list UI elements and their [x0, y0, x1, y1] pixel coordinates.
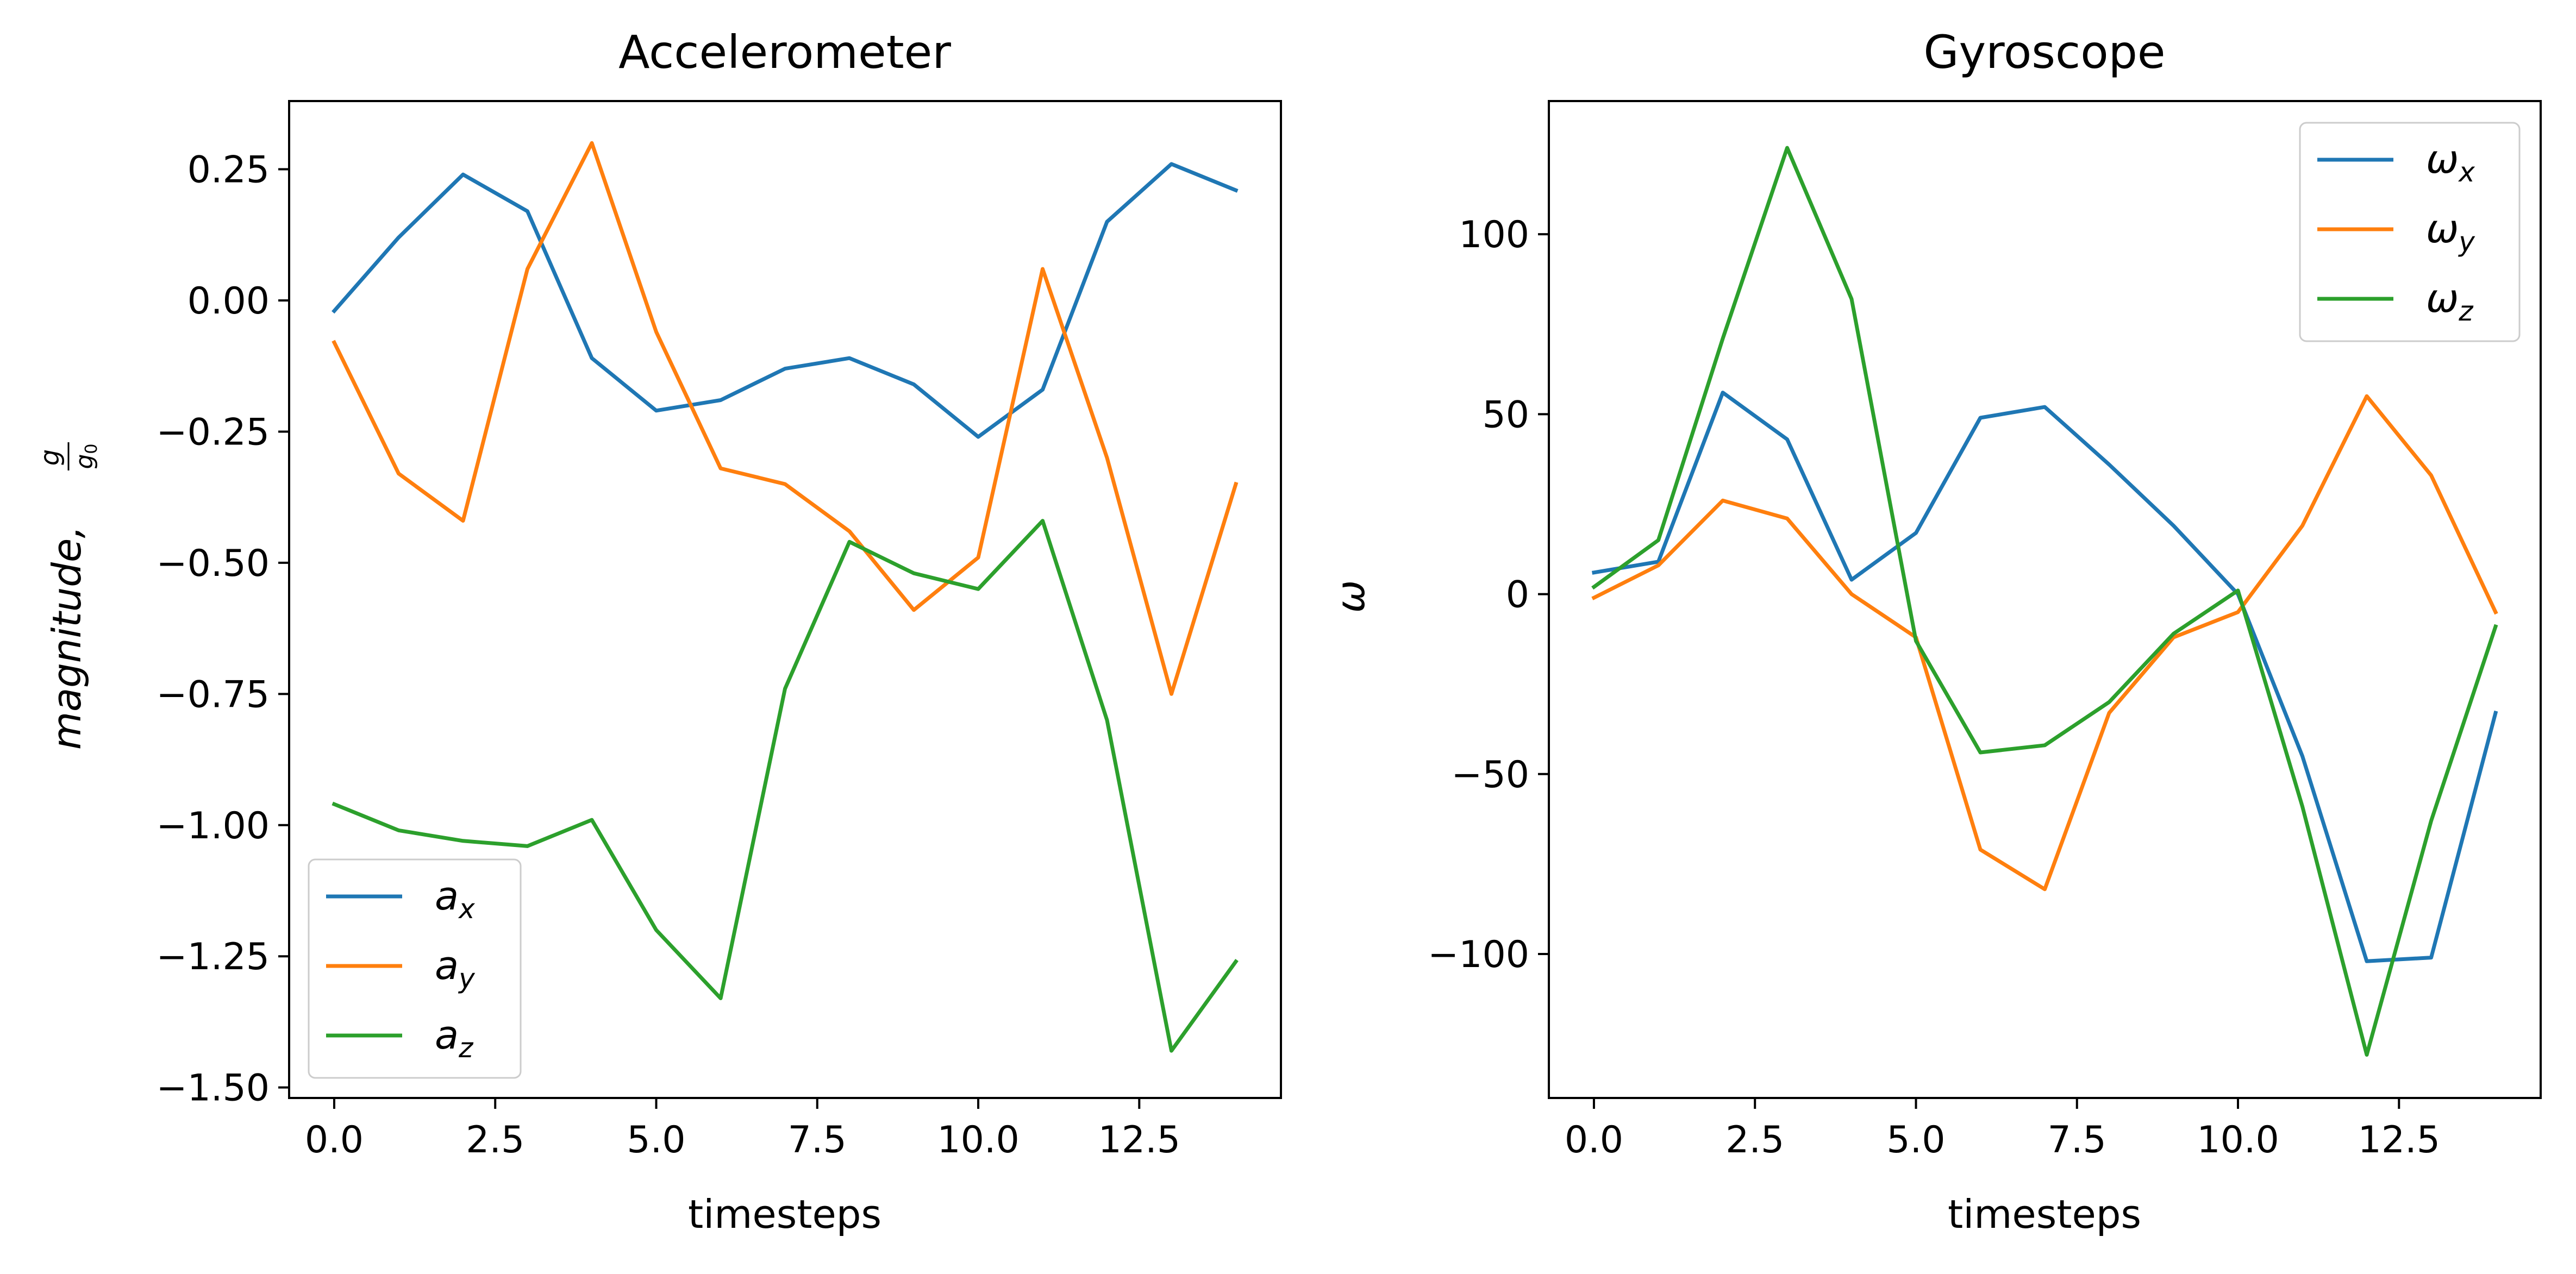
series-line-ωy	[1591, 394, 2498, 892]
gyroscope-axes-frame	[1548, 100, 2542, 1099]
y-tick-label: 0	[1506, 574, 1529, 617]
legend-label-base: ω	[2426, 206, 2459, 252]
legend-label: ωz	[2426, 275, 2474, 327]
y-tick-label: −0.50	[157, 542, 270, 585]
x-tick-label: 12.5	[1098, 1119, 1180, 1162]
x-tick-label: 2.5	[1725, 1119, 1784, 1162]
legend-label: ay	[435, 943, 476, 994]
y-tick-label: −1.50	[157, 1067, 270, 1110]
gyroscope-y-axis-label: ω	[1328, 580, 1373, 613]
x-tick-label: 10.0	[2197, 1119, 2279, 1162]
legend-label: az	[435, 1012, 474, 1064]
gyroscope-legend-box	[2299, 122, 2521, 342]
x-tick-label: 10.0	[937, 1119, 1019, 1162]
gyroscope-title: Gyroscope	[1923, 26, 2165, 79]
legend-label-base: a	[435, 873, 459, 919]
accelerometer-lines	[332, 141, 1239, 1053]
accelerometer-y-axis-label: magnitude, g g0	[35, 442, 101, 750]
accelerometer-y-axis-label-denominator: g0	[71, 443, 101, 469]
legend-label: ωx	[2426, 136, 2475, 188]
legend-label-base: a	[435, 943, 459, 988]
series-line-ay	[332, 141, 1239, 696]
y-tick-label: −100	[1428, 933, 1529, 976]
x-tick-label: 0.0	[305, 1119, 364, 1162]
legend-label-base: ω	[2426, 136, 2459, 182]
y-tick-label: 0.00	[187, 280, 270, 323]
x-tick-label: 7.5	[788, 1119, 847, 1162]
y-tick-label: −1.25	[157, 936, 270, 978]
y-tick-label: 50	[1482, 393, 1529, 436]
series-line-ax	[332, 162, 1239, 439]
gyroscope-lines	[1591, 146, 2498, 1057]
x-tick-label: 0.0	[1565, 1119, 1623, 1162]
gyroscope-x-axis-label: timesteps	[1948, 1191, 2141, 1237]
legend-label-base: ω	[2426, 275, 2459, 321]
y-tick-label: 100	[1459, 214, 1529, 256]
legend-label-subscript: z	[458, 1032, 474, 1064]
accelerometer-panel: Accelerometer 0.0 2.5 5.0 7.5 10.0 12.50.250.…	[35, 26, 1282, 1237]
accelerometer-legend-box	[308, 858, 522, 1079]
series-line-az	[332, 519, 1239, 1053]
accelerometer-axes-frame	[288, 100, 1282, 1099]
series-line-ωz	[1591, 146, 2498, 1057]
gyroscope-ticks: 0.0 2.5 5.0 7.5 10.0 12.5 100 50 0 −50 −100	[1428, 214, 2440, 1162]
accelerometer-ticks: 0.0 2.5 5.0 7.5 10.0 12.5 0.25 0.00 −0.25 −0.50 −0…	[157, 149, 1180, 1162]
legend-label: ωy	[2426, 206, 2475, 258]
legend-label-subscript: y	[2458, 226, 2475, 258]
legend-label: ax	[435, 873, 475, 925]
y-tick-label: 0.25	[187, 149, 270, 192]
legend-label-subscript: y	[458, 963, 476, 994]
accelerometer-title: Accelerometer	[618, 26, 951, 79]
y-tick-label: −1.00	[157, 805, 270, 848]
x-tick-label: 5.0	[627, 1119, 685, 1162]
x-tick-label: 2.5	[466, 1119, 524, 1162]
legend-label-subscript: z	[2458, 296, 2474, 327]
y-tick-label: −0.75	[157, 673, 270, 716]
x-tick-label: 12.5	[2358, 1119, 2440, 1162]
legend-label-subscript: x	[2458, 156, 2475, 188]
accelerometer-y-axis-label-numerator: g	[35, 449, 65, 466]
legend-label-subscript: x	[458, 893, 475, 925]
x-tick-label: 5.0	[1886, 1119, 1945, 1162]
y-tick-label: −0.25	[157, 411, 270, 454]
y-tick-label: −50	[1451, 754, 1529, 796]
accelerometer-y-axis-label-text: magnitude,	[44, 526, 90, 750]
legend-label-base: a	[435, 1012, 459, 1058]
accelerometer-x-axis-label: timesteps	[688, 1191, 881, 1237]
gyroscope-panel: Gyroscope 0.0 2.5 5.0 7.5 10.0 12.5 100 50 0 −50 −…	[1328, 26, 2542, 1237]
series-line-ωx	[1591, 391, 2498, 963]
x-tick-label: 7.5	[2048, 1119, 2106, 1162]
